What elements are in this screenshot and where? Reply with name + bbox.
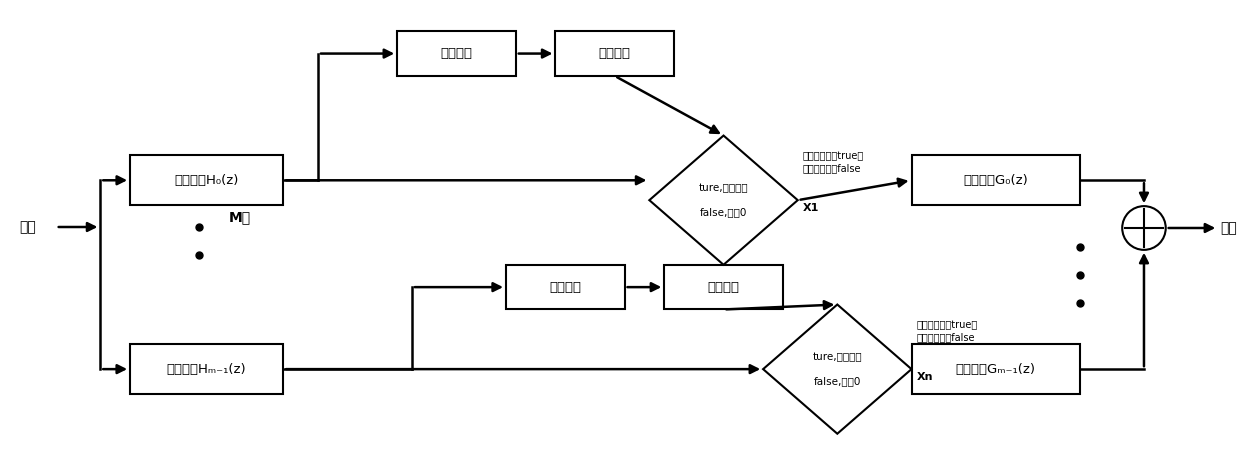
Text: ture,直接输出: ture,直接输出 [812, 352, 862, 362]
Polygon shape [650, 136, 797, 265]
Text: M个: M个 [229, 210, 250, 224]
Polygon shape [763, 305, 911, 434]
Text: false,输出0: false,输出0 [813, 376, 861, 386]
Text: 数字滤波H₀(z): 数字滤波H₀(z) [175, 174, 239, 187]
Text: 大于门限，为true；
小于门限，为false: 大于门限，为true； 小于门限，为false [802, 152, 864, 173]
Text: 功率检测: 功率检测 [549, 281, 582, 294]
Text: 功率检测: 功率检测 [440, 47, 472, 60]
Text: 大于门限，为true；
小于门限，为false: 大于门限，为true； 小于门限，为false [916, 321, 977, 342]
Text: 输入: 输入 [19, 220, 36, 234]
Text: ture,直接输出: ture,直接输出 [698, 183, 749, 193]
FancyBboxPatch shape [665, 265, 782, 310]
Text: 输出: 输出 [1220, 221, 1236, 235]
Text: X1: X1 [802, 203, 820, 213]
FancyBboxPatch shape [506, 265, 625, 310]
FancyBboxPatch shape [911, 155, 1080, 205]
Text: 数字滤波Hₘ₋₁(z): 数字滤波Hₘ₋₁(z) [167, 363, 247, 375]
FancyBboxPatch shape [130, 344, 283, 394]
FancyBboxPatch shape [911, 344, 1080, 394]
Text: Xn: Xn [916, 372, 932, 382]
Text: 重构滤波Gₘ₋₁(z): 重构滤波Gₘ₋₁(z) [956, 363, 1035, 375]
Text: false,输出0: false,输出0 [699, 207, 748, 217]
FancyBboxPatch shape [130, 155, 283, 205]
FancyBboxPatch shape [397, 31, 516, 76]
Text: 判决单元: 判决单元 [708, 281, 739, 294]
Text: 判决单元: 判决单元 [599, 47, 631, 60]
Text: 重构滤波G₀(z): 重构滤波G₀(z) [963, 174, 1028, 187]
FancyBboxPatch shape [556, 31, 675, 76]
